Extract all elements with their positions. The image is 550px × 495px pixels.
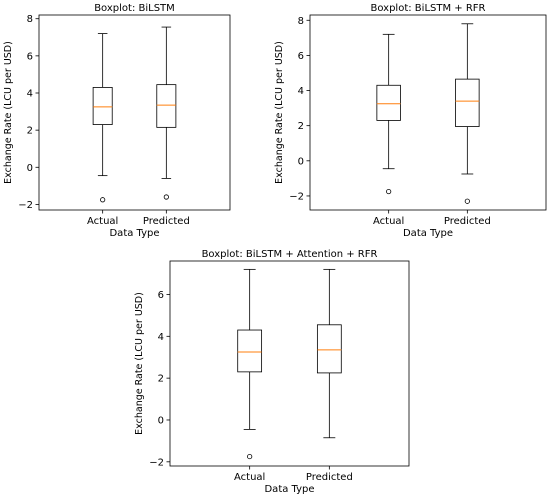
outlier-point bbox=[163, 194, 169, 200]
plot-frame bbox=[38, 14, 231, 211]
y-axis-label: Exchange Rate (LCU per USD) bbox=[274, 41, 285, 184]
y-axis-label: Exchange Rate (LCU per USD) bbox=[3, 41, 14, 184]
x-tick-label: Predicted bbox=[444, 216, 491, 227]
x-tick-label: Actual bbox=[373, 216, 404, 227]
x-tick-label: Actual bbox=[234, 472, 265, 483]
x-axis-label: Data Type bbox=[109, 228, 159, 239]
y-tick-label: 8 bbox=[298, 16, 304, 27]
chart-title: Boxplot: BiLSTM + Attention + RFR bbox=[202, 249, 378, 260]
box-actual bbox=[376, 33, 401, 195]
x-tick-label: Predicted bbox=[306, 472, 353, 483]
y-tick-label: −2 bbox=[18, 200, 33, 211]
y-tick-label: 4 bbox=[298, 86, 304, 97]
y-tick-label: 0 bbox=[298, 156, 304, 167]
box-body bbox=[237, 329, 263, 373]
y-tick-label: 6 bbox=[158, 290, 164, 301]
y-tick-label: 2 bbox=[298, 121, 304, 132]
chart-title: Boxplot: BiLSTM + RFR bbox=[371, 3, 486, 14]
y-tick-label: 0 bbox=[158, 415, 164, 426]
box-body bbox=[455, 78, 480, 127]
y-tick-label: 8 bbox=[27, 14, 33, 25]
outlier-point bbox=[386, 188, 392, 195]
y-tick-label: 2 bbox=[27, 126, 33, 137]
x-axis-label: Data Type bbox=[403, 228, 453, 239]
y-tick-label: 4 bbox=[158, 332, 164, 343]
plot-frame bbox=[309, 14, 547, 211]
y-tick-label: 6 bbox=[27, 51, 33, 62]
box-body bbox=[156, 84, 177, 128]
box-actual bbox=[92, 33, 113, 203]
box-body bbox=[92, 87, 113, 125]
chart-panel-3: Boxplot: BiLSTM + Attention + RFR −2 0 2 4 6 E… bbox=[134, 249, 410, 495]
outlier-point bbox=[100, 197, 106, 203]
chart-panel-2: Boxplot: BiLSTM + RFR −2 0 2 4 6 8 Exchange Rat… bbox=[274, 3, 547, 239]
y-tick-label: −2 bbox=[149, 457, 164, 468]
chart-title: Boxplot: BiLSTM bbox=[94, 3, 175, 14]
plot-frame bbox=[169, 260, 410, 467]
box-predicted bbox=[316, 268, 342, 439]
x-tick-label: Actual bbox=[87, 216, 118, 227]
box-body bbox=[316, 324, 342, 374]
y-tick-label: 4 bbox=[27, 89, 33, 100]
y-axis-label: Exchange Rate (LCU per USD) bbox=[134, 292, 145, 435]
y-tick-label: 6 bbox=[298, 51, 304, 62]
y-tick-label: 0 bbox=[27, 163, 33, 174]
chart-panel-1: Boxplot: BiLSTM −2 0 2 4 6 8 Exchange Rate (LCU… bbox=[3, 3, 231, 239]
x-tick-label: Predicted bbox=[143, 216, 190, 227]
y-tick-label: −2 bbox=[289, 191, 304, 202]
box-predicted bbox=[455, 23, 480, 204]
box-predicted bbox=[156, 26, 177, 200]
outlier-point bbox=[247, 453, 253, 460]
y-tick-label: 2 bbox=[158, 374, 164, 385]
box-actual bbox=[237, 268, 263, 460]
x-axis-label: Data Type bbox=[264, 484, 314, 495]
box-body bbox=[376, 84, 401, 121]
outlier-point bbox=[464, 198, 470, 204]
